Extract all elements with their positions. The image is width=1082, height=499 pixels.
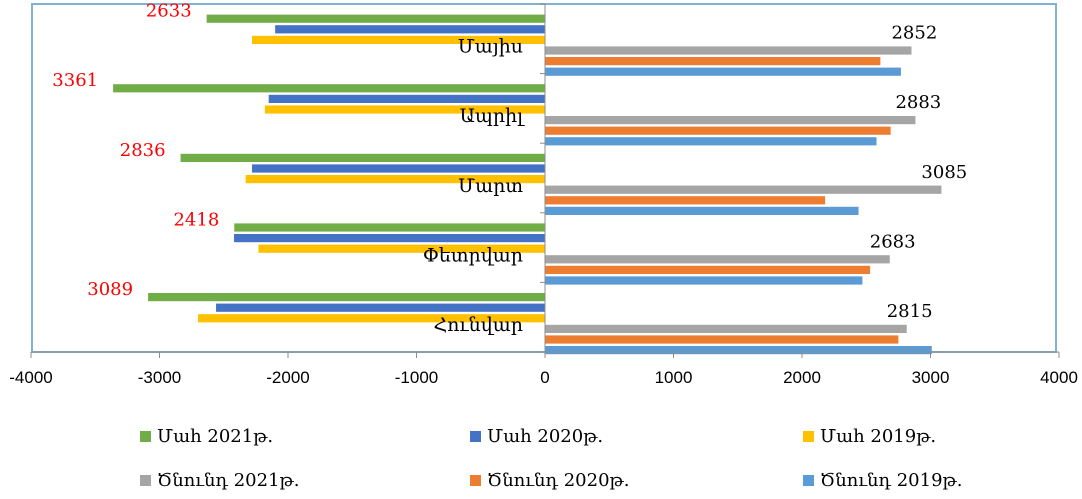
x-tick-label: 1000 [655, 368, 693, 387]
bar-Ծնունդ-2021թ.-Փետրվար [545, 255, 890, 264]
x-tick-label: 0 [540, 368, 549, 387]
legend-item: Մահ 2020թ. [470, 426, 603, 447]
category-label: Փետրվար [423, 244, 523, 266]
bar-Ծնունդ-2020թ.-Հունվար [545, 335, 899, 344]
bar-Մահ-2021թ.-Հունվար [148, 293, 545, 302]
bar-Մահ-2020թ.-Փետրվար [234, 234, 545, 243]
legend-swatch [140, 431, 151, 442]
bar-Մահ-2021թ.-Մարտ [180, 153, 545, 162]
legend-swatch [470, 431, 481, 442]
bar-Մահ-2021թ.-Մայիս [206, 14, 546, 23]
legend-label: Մահ 2019թ. [820, 426, 937, 447]
data-label-deaths-2021: 2418 [173, 209, 219, 230]
legend-label: Մահ 2020թ. [487, 426, 604, 447]
bar-Մահ-2019թ.-Փետրվար [258, 244, 545, 253]
data-label-births-2021: 2683 [870, 231, 916, 252]
bar-Ծնունդ-2021թ.-Մարտ [545, 185, 942, 194]
category-label: Ապրիլ [460, 105, 526, 127]
data-label-births-2021: 2883 [895, 92, 941, 113]
legend-item: Ծնունդ 2019թ. [803, 470, 962, 491]
data-label-deaths-2021: 3361 [52, 70, 98, 91]
bar-Մահ-2020թ.-Ապրիլ [268, 94, 545, 103]
category-label: Մայիս [458, 36, 523, 58]
bar-Ծնունդ-2020թ.-Մարտ [545, 196, 826, 205]
bar-chart: -4000 -3000 -2000 -1000 0 1000 2000 3000 4000 Հո… [9, 1, 1078, 387]
bar-Ծնունդ-2021թ.-Մայիս [545, 46, 912, 55]
bar-Ծնունդ-2019թ.-Մայիս [545, 67, 901, 76]
legend-swatch [803, 475, 814, 486]
bar-Մահ-2021թ.-Ապրիլ [113, 84, 545, 93]
bar-Ծնունդ-2020թ.-Ապրիլ [545, 126, 891, 135]
bar-Մահ-2021թ.-Փետրվար [234, 223, 546, 232]
bar-Մահ-2019թ.-Մարտ [245, 175, 545, 184]
bar-Մահ-2019թ.-Ապրիլ [264, 105, 545, 114]
legend-swatch [140, 475, 151, 486]
legend-item: Մահ 2019թ. [803, 426, 936, 447]
bar-Մահ-2020թ.-Հունվար [216, 303, 546, 312]
bar-Ծնունդ-2019թ.-Մարտ [545, 206, 859, 215]
bar-Մահ-2020թ.-Մայիս [275, 25, 545, 34]
x-tick-label: -2000 [266, 368, 309, 387]
bar-Մահ-2020թ.-Մարտ [252, 164, 545, 173]
bar-Ծնունդ-2019թ.-Ապրիլ [545, 137, 877, 146]
x-tick-label: 2000 [783, 368, 821, 387]
bar-Ծնունդ-2019թ.-Փետրվար [545, 276, 863, 285]
data-label-deaths-2021: 3089 [87, 279, 133, 300]
data-label-births-2021: 3085 [921, 162, 967, 183]
bar-Ծնունդ-2019թ.-Հունվար [545, 346, 932, 355]
bar-Մահ-2019թ.-Հունվար [198, 314, 546, 323]
chart-legend: Մահ 2021թ. Մահ 2020թ. Մահ 2019թ. Ծնունդ 202… [0, 418, 1082, 498]
legend-swatch [803, 431, 814, 442]
x-tick-label: -4000 [9, 368, 52, 387]
legend-label: Մահ 2021թ. [157, 426, 274, 447]
legend-label: Ծնունդ 2020թ. [487, 470, 630, 491]
bar-Ծնունդ-2020թ.-Փետրվար [545, 265, 871, 274]
legend-label: Ծնունդ 2019թ. [820, 470, 963, 491]
category-label: Հունվար [434, 314, 524, 336]
data-label-deaths-2021: 2836 [120, 140, 166, 161]
legend-label: Ծնունդ 2021թ. [157, 470, 300, 491]
legend-swatch [470, 475, 481, 486]
bar-Ծնունդ-2021թ.-Հունվար [545, 324, 907, 333]
bar-Ծնունդ-2020թ.-Մայիս [545, 57, 881, 66]
legend-item: Մահ 2021թ. [140, 426, 273, 447]
x-tick-label: 3000 [912, 368, 950, 387]
data-label-births-2021: 2815 [887, 301, 933, 322]
x-tick-label: -3000 [138, 368, 181, 387]
bar-Մահ-2019թ.-Մայիս [252, 35, 545, 44]
data-label-deaths-2021: 2633 [146, 1, 192, 22]
legend-item: Ծնունդ 2020թ. [470, 470, 629, 491]
bar-Ծնունդ-2021թ.-Ապրիլ [545, 116, 916, 125]
legend-item: Ծնունդ 2021թ. [140, 470, 299, 491]
category-label: Մարտ [458, 175, 523, 197]
data-label-births-2021: 2852 [891, 23, 937, 44]
x-tick-label: -1000 [395, 368, 438, 387]
x-tick-label: 4000 [1040, 368, 1078, 387]
